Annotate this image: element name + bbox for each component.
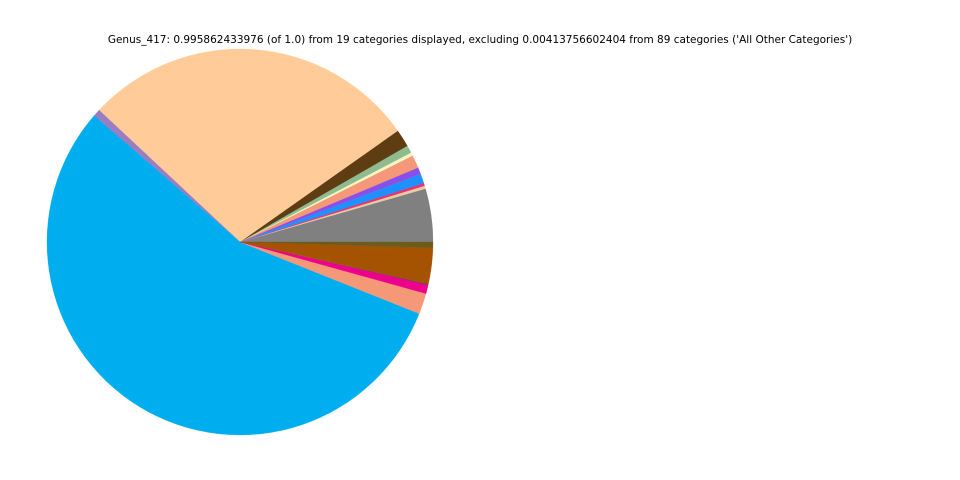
pie-slice-dark-seam xyxy=(240,242,429,286)
pie-slice-dodger-blue xyxy=(239,173,424,243)
chart-title: Genus_417: 0.995862433976 (of 1.0) from … xyxy=(107,34,853,46)
pie-slice-deep-sky-blue xyxy=(46,115,420,436)
pie-slice-peach xyxy=(98,48,398,243)
pie-slice-dark-olive xyxy=(239,241,434,248)
pie-slice-magenta xyxy=(239,241,429,294)
